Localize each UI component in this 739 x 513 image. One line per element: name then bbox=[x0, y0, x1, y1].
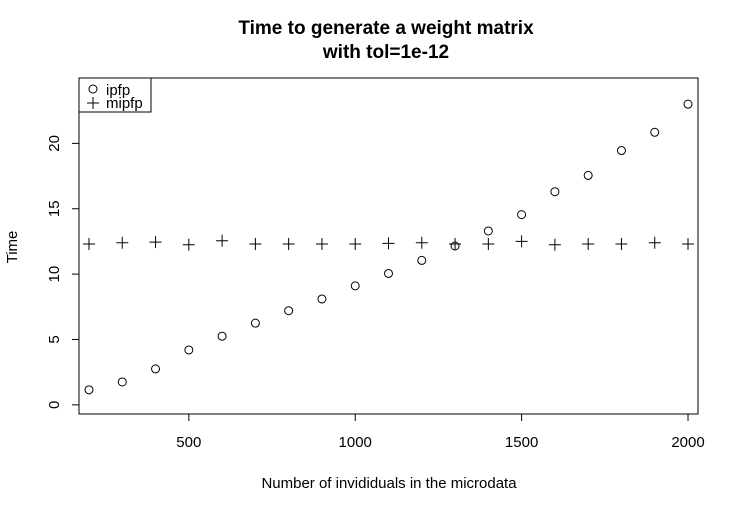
y-tick-label-5: 5 bbox=[46, 335, 63, 343]
y-axis-label: Time bbox=[4, 231, 21, 264]
x-tick-label-1500: 1500 bbox=[505, 434, 538, 451]
x-axis: 500 1000 1500 2000 bbox=[176, 414, 705, 451]
x-tick-label-500: 500 bbox=[176, 434, 201, 451]
chart-title-line1: Time to generate a weight matrix bbox=[238, 18, 534, 39]
data-points bbox=[82, 99, 695, 395]
point-mipfp-800 bbox=[282, 238, 295, 251]
point-mipfp-1600 bbox=[548, 238, 561, 251]
point-mipfp-1100 bbox=[382, 237, 395, 250]
y-tick-label-15: 15 bbox=[46, 200, 63, 217]
point-ipfp-1200 bbox=[417, 255, 427, 265]
point-ipfp-200 bbox=[84, 385, 94, 395]
x-tick-label-1000: 1000 bbox=[339, 434, 372, 451]
point-ipfp-900 bbox=[317, 294, 327, 304]
point-mipfp-1500 bbox=[515, 235, 528, 248]
chart-title-line2: with tol=1e-12 bbox=[322, 42, 449, 63]
y-tick-label-10: 10 bbox=[46, 266, 63, 283]
legend-label-ipfp: ipfp bbox=[106, 82, 130, 99]
point-mipfp-1700 bbox=[582, 238, 595, 251]
y-tick-label-20: 20 bbox=[46, 135, 63, 152]
legend-marker-mipfp bbox=[87, 97, 99, 109]
y-axis: 0 5 10 15 20 bbox=[46, 135, 79, 409]
point-ipfp-700 bbox=[250, 318, 260, 328]
point-mipfp-600 bbox=[216, 234, 229, 247]
y-tick-label-0: 0 bbox=[46, 401, 63, 409]
point-ipfp-1400 bbox=[483, 226, 493, 236]
point-ipfp-500 bbox=[184, 345, 194, 355]
point-ipfp-600 bbox=[217, 331, 227, 341]
point-mipfp-1400 bbox=[482, 238, 495, 251]
point-mipfp-1800 bbox=[615, 238, 628, 251]
point-ipfp-1900 bbox=[650, 127, 660, 137]
point-ipfp-2000 bbox=[683, 99, 693, 109]
point-mipfp-2000 bbox=[682, 238, 695, 251]
legend-box bbox=[78, 77, 152, 113]
x-axis-label: Number of invididuals in the microdata bbox=[261, 475, 517, 492]
point-ipfp-1800 bbox=[616, 146, 626, 156]
point-mipfp-900 bbox=[315, 238, 328, 251]
point-ipfp-300 bbox=[117, 377, 127, 387]
point-mipfp-1000 bbox=[349, 238, 362, 251]
point-mipfp-500 bbox=[182, 238, 195, 251]
point-ipfp-400 bbox=[151, 364, 161, 374]
point-ipfp-1600 bbox=[550, 187, 560, 197]
point-ipfp-1500 bbox=[517, 210, 527, 220]
point-mipfp-200 bbox=[82, 238, 95, 251]
point-mipfp-1300 bbox=[449, 238, 462, 251]
point-mipfp-400 bbox=[149, 236, 162, 249]
point-mipfp-700 bbox=[249, 238, 262, 251]
legend-label-mipfp: mipfp bbox=[106, 95, 143, 112]
point-ipfp-1000 bbox=[350, 281, 360, 291]
legend-marker-ipfp bbox=[88, 84, 98, 94]
legend: ipfp mipfp bbox=[78, 77, 152, 113]
point-mipfp-1200 bbox=[415, 236, 428, 249]
point-ipfp-1100 bbox=[384, 268, 393, 278]
point-ipfp-1700 bbox=[583, 170, 593, 180]
point-mipfp-300 bbox=[116, 236, 129, 249]
point-mipfp-1900 bbox=[648, 236, 661, 249]
point-ipfp-800 bbox=[284, 306, 294, 316]
x-tick-label-2000: 2000 bbox=[671, 434, 704, 451]
plot-frame bbox=[78, 77, 699, 415]
